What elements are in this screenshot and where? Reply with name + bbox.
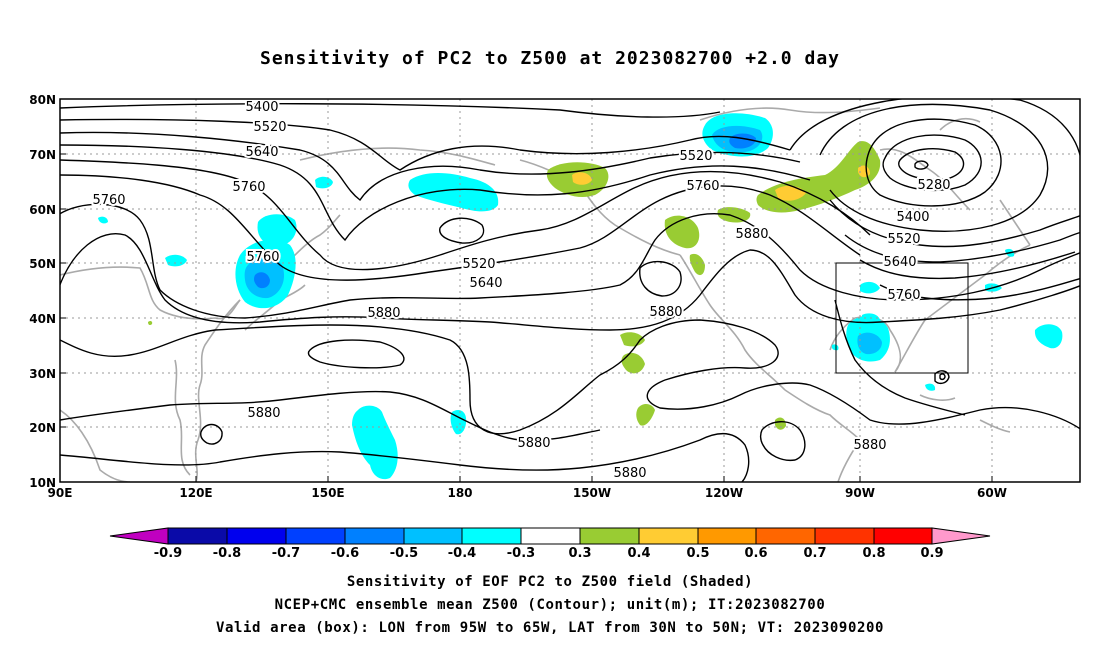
contour-label: 5400 bbox=[896, 210, 929, 225]
colorbar-label: -0.4 bbox=[448, 546, 476, 561]
lat-label: 60N bbox=[29, 203, 56, 217]
height-contours bbox=[60, 99, 1080, 482]
lon-label: 150E bbox=[311, 486, 344, 500]
contour-label: 5520 bbox=[462, 257, 495, 272]
colorbar-label: 0.4 bbox=[627, 546, 650, 561]
latitude-labels: 80N 70N 60N 50N 40N 30N 20N 10N bbox=[29, 93, 56, 490]
colorbar-label: -0.3 bbox=[507, 546, 535, 561]
colorbar-swatch bbox=[697, 527, 757, 545]
lon-label: 90E bbox=[48, 486, 73, 500]
colorbar-label: 0.3 bbox=[568, 546, 591, 561]
lon-label: 60W bbox=[977, 486, 1007, 500]
lat-label: 40N bbox=[29, 312, 56, 326]
contour-label: 5640 bbox=[469, 276, 502, 291]
sensitivity-shading bbox=[98, 113, 1063, 480]
lat-label: 70N bbox=[29, 148, 56, 162]
contour-label: 5880 bbox=[517, 436, 550, 451]
axis-ticks bbox=[60, 98, 993, 482]
contour-label: 5640 bbox=[245, 145, 278, 160]
colorbar-swatch bbox=[873, 527, 933, 545]
map-frame bbox=[59, 98, 1081, 483]
contour-label: 5880 bbox=[367, 306, 400, 321]
contour-label: 5760 bbox=[92, 193, 125, 208]
contour-label: 5880 bbox=[649, 305, 682, 320]
contour-labels: 5400 5520 5640 5760 5760 5520 5760 5880 … bbox=[90, 98, 952, 483]
colorbar-swatch bbox=[403, 527, 463, 545]
colorbar-label: 0.5 bbox=[686, 546, 709, 561]
contour-label: 5640 bbox=[883, 255, 916, 270]
contour-label: 5760 bbox=[232, 180, 265, 195]
contour-label: 5400 bbox=[245, 100, 278, 115]
contour-label: 5880 bbox=[247, 406, 280, 421]
lon-label: 150W bbox=[573, 486, 611, 500]
lat-label: 20N bbox=[29, 421, 56, 435]
colorbar-swatch bbox=[579, 527, 640, 545]
contour-label: 5880 bbox=[613, 466, 646, 481]
lat-label: 10N bbox=[29, 476, 56, 490]
colorbar-label: 0.9 bbox=[920, 546, 943, 561]
lon-label: 90W bbox=[845, 486, 875, 500]
valid-area-box bbox=[835, 262, 969, 374]
contour-label: 5760 bbox=[246, 250, 279, 265]
colorbar-label: 0.6 bbox=[744, 546, 767, 561]
contour-label: 5760 bbox=[887, 288, 920, 303]
coastlines bbox=[60, 107, 1031, 482]
colorbar-label: 0.7 bbox=[803, 546, 826, 561]
footer-line-3: Valid area (box): LON from 95W to 65W, L… bbox=[215, 620, 885, 636]
colorbar-swatch bbox=[285, 527, 346, 545]
colorbar-high-triangle bbox=[931, 527, 991, 545]
longitude-labels: 90E 120E 150E 180 150W 120W 90W 60W bbox=[48, 486, 1007, 500]
lon-label: 180 bbox=[447, 486, 472, 500]
colorbar-swatch bbox=[344, 527, 405, 545]
colorbar-swatch bbox=[167, 527, 228, 545]
colorbar-label: -0.7 bbox=[272, 546, 300, 561]
colorbar-swatch bbox=[638, 527, 699, 545]
contour-label: 5520 bbox=[253, 120, 286, 135]
contour-label: 5880 bbox=[853, 438, 886, 453]
contour-label: 5520 bbox=[887, 232, 920, 247]
colorbar-swatch bbox=[755, 527, 816, 545]
lat-label: 50N bbox=[29, 257, 56, 271]
contour-label: 5520 bbox=[679, 149, 712, 164]
contour-label: 5280 bbox=[917, 178, 950, 193]
colorbar-swatch bbox=[814, 527, 875, 545]
footer-line-2: NCEP+CMC ensemble mean Z500 (Contour); u… bbox=[274, 597, 826, 613]
colorbar: -0.9 -0.8 -0.7 -0.6 -0.5 -0.4 -0.3 0.3 0… bbox=[109, 527, 991, 561]
contour-label: 5760 bbox=[686, 179, 719, 194]
lon-label: 120W bbox=[705, 486, 743, 500]
colorbar-label: -0.8 bbox=[213, 546, 241, 561]
colorbar-low-triangle bbox=[109, 527, 169, 545]
footer-line-1: Sensitivity of EOF PC2 to Z500 field (Sh… bbox=[346, 574, 754, 590]
colorbar-label: -0.6 bbox=[331, 546, 359, 561]
colorbar-label: 0.8 bbox=[862, 546, 885, 561]
contour-label: 5880 bbox=[735, 227, 768, 242]
colorbar-swatch bbox=[461, 527, 522, 545]
lat-label: 30N bbox=[29, 367, 56, 381]
colorbar-swatch bbox=[520, 527, 581, 545]
colorbar-label: -0.5 bbox=[390, 546, 418, 561]
lat-label: 80N bbox=[29, 93, 56, 107]
colorbar-label: -0.9 bbox=[154, 546, 182, 561]
lon-label: 120E bbox=[179, 486, 212, 500]
chart-title: Sensitivity of PC2 to Z500 at 2023082700… bbox=[259, 48, 840, 69]
colorbar-swatch bbox=[226, 527, 287, 545]
